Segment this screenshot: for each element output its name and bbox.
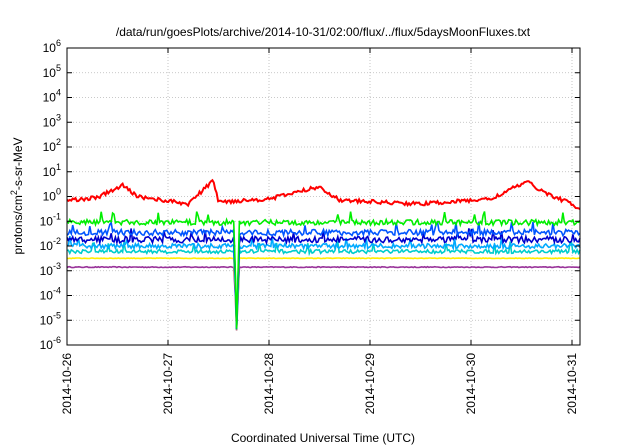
y-tick-base: 10 (43, 91, 57, 105)
chart-title: /data/run/goesPlots/archive/2014-10-31/0… (116, 25, 531, 39)
y-tick-exp: 0 (56, 187, 61, 197)
x-tick-label: 2014-10-27 (161, 353, 175, 415)
y-tick-base: 10 (40, 289, 54, 303)
y-tick-base: 10 (40, 338, 54, 352)
y-tick-exp: 3 (56, 112, 61, 122)
grid (66, 47, 580, 346)
y-tick-label: 10-2 (40, 236, 61, 253)
y-axis-label-sup: 2 (9, 190, 19, 195)
y-tick-base: 10 (40, 214, 54, 228)
y-tick-label: 102 (43, 137, 61, 154)
y-tick-label: 100 (43, 187, 61, 204)
y-tick-base: 10 (40, 313, 54, 327)
y-tick-exp: -3 (53, 261, 61, 271)
x-tick-label: 2014-10-31 (565, 353, 579, 415)
y-tick-exp: 5 (56, 63, 61, 73)
y-tick-label: 106 (43, 38, 61, 55)
x-tick-label: 2014-10-26 (60, 353, 74, 415)
y-tick-label: 10-5 (40, 310, 61, 327)
series-line (66, 257, 581, 331)
y-tick-label: 104 (43, 88, 61, 105)
y-tick-label: 10-4 (40, 286, 61, 303)
y-tick-base: 10 (43, 190, 57, 204)
y-tick-exp: -1 (53, 211, 61, 221)
y-tick-label: 101 (43, 162, 61, 179)
y-axis-label-rest: -s-sr-MeV (11, 137, 25, 190)
x-tick-label: 2014-10-29 (363, 353, 377, 415)
series-line (66, 220, 581, 330)
series-layer (66, 178, 581, 331)
series-line (67, 240, 581, 330)
y-tick-labels: 10-610-510-410-310-210-11001011021031041… (40, 38, 61, 352)
y-tick-base: 10 (43, 115, 57, 129)
x-tick-label: 2014-10-30 (464, 353, 478, 415)
y-tick-base: 10 (40, 264, 54, 278)
y-tick-base: 10 (43, 140, 57, 154)
y-tick-exp: -6 (53, 335, 61, 345)
y-tick-exp: 4 (56, 88, 61, 98)
series-line (66, 178, 581, 210)
y-tick-exp: 1 (56, 162, 61, 172)
y-tick-base: 10 (43, 165, 57, 179)
y-tick-label: 10-1 (40, 211, 61, 228)
y-tick-exp: -4 (53, 286, 61, 296)
y-tick-base: 10 (43, 41, 57, 55)
x-tick-labels: 2014-10-26 2014-10-27 2014-10-28 2014-10-29… (60, 353, 579, 415)
series-line (66, 211, 581, 329)
y-axis-label: protons/cm2-s-sr-MeV (9, 137, 25, 254)
y-tick-base: 10 (43, 66, 57, 80)
y-tick-exp: 6 (56, 38, 61, 48)
y-tick-label: 105 (43, 63, 61, 80)
y-tick-exp: 2 (56, 137, 61, 147)
x-axis-label: Coordinated Universal Time (UTC) (231, 431, 415, 445)
series-line (66, 235, 581, 330)
y-tick-label: 10-6 (40, 335, 61, 352)
y-tick-label: 103 (43, 112, 61, 129)
ticks (66, 47, 580, 346)
x-tick-label: 2014-10-28 (262, 353, 276, 415)
series-line (66, 265, 581, 331)
y-axis-label-main: protons/cm (11, 195, 25, 254)
plot-frame (66, 47, 581, 346)
y-tick-exp: -2 (53, 236, 61, 246)
y-tick-exp: -5 (53, 310, 61, 320)
y-tick-label: 10-3 (40, 261, 61, 278)
y-tick-base: 10 (40, 239, 54, 253)
